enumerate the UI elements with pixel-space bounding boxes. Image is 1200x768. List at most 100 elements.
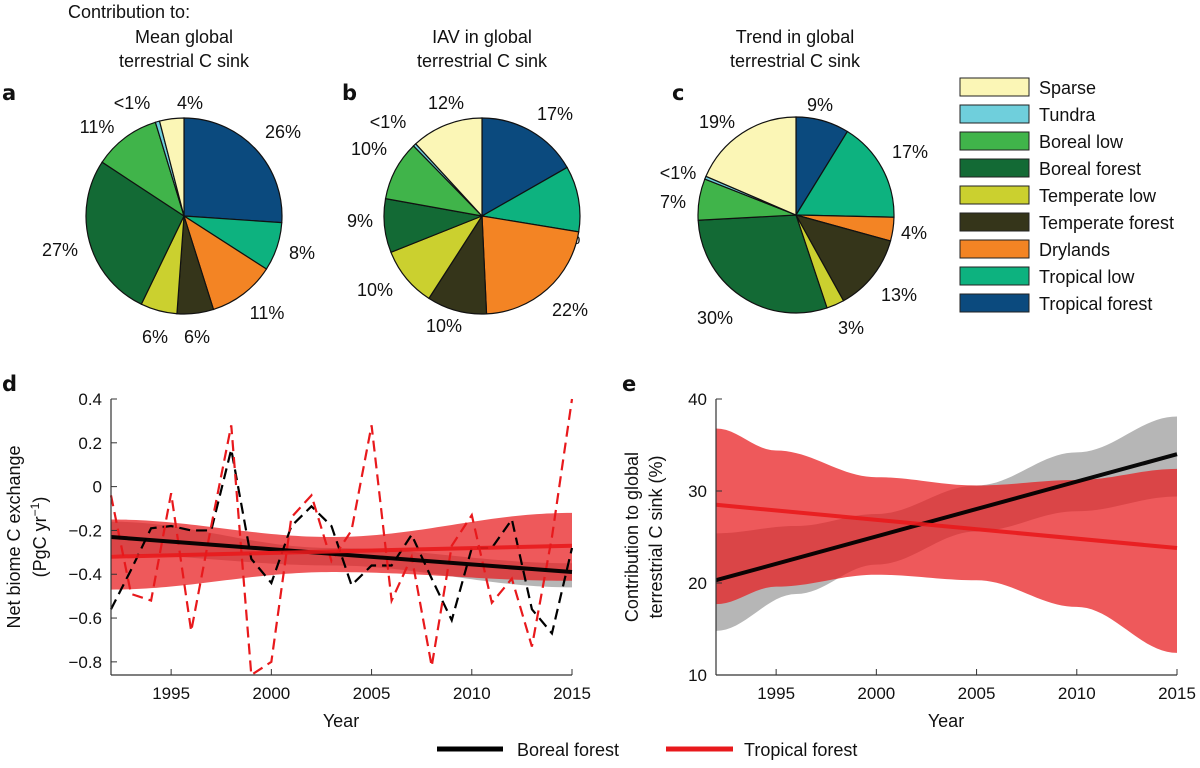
pie-c-label-tundra: <1% <box>660 163 697 183</box>
pie-b-slice-sparse <box>414 117 483 218</box>
pie-a-label-boreal-low: 11% <box>80 117 115 137</box>
plot-e-trend-boreal-forest <box>715 452 1178 583</box>
pie-a-label-boreal-forest: 27% <box>42 240 78 260</box>
pie-b-title-2: terrestrial C sink <box>417 51 548 71</box>
pie-c-title-2: terrestrial C sink <box>730 51 861 71</box>
pie-c-label-boreal-forest: 30% <box>697 308 733 328</box>
legend-label-sparse: Sparse <box>1039 78 1096 98</box>
pie-a-slice-boreal-forest <box>85 161 185 306</box>
pie-c-title-1: Trend in global <box>736 27 854 47</box>
legend-swatch-drylands <box>959 239 1030 259</box>
plot-d-ytick-label-0: 0.4 <box>78 390 102 409</box>
plot-d-ytick-label-4: −0.4 <box>68 565 102 584</box>
legend-swatch-tundra <box>959 104 1030 124</box>
panel-letter-c: c <box>672 81 684 105</box>
legend-label-boreal-low: Boreal low <box>1039 132 1124 152</box>
pie-b-slice-drylands <box>481 215 580 315</box>
legend-swatch-boreal-forest <box>959 158 1030 178</box>
contribution-to-heading: Contribution to: <box>68 2 190 22</box>
plot-d-trend-boreal-forest <box>110 535 573 575</box>
pie-b-label-drylands: 22% <box>552 300 588 320</box>
legend-swatch-temperate-forest <box>959 212 1030 232</box>
pie-c-label-temperate-low: 3% <box>838 318 864 338</box>
legend-label-boreal-forest: Boreal forest <box>1039 159 1141 179</box>
plot-d-ytick-label-6: −0.8 <box>68 653 102 672</box>
plot-d-series-boreal-forest <box>110 449 574 636</box>
legend-label-temperate-forest: Temperate forest <box>1039 213 1174 233</box>
pie-charts: 26%8%11%6%6%27%11%<1%4%17%11%22%10%10%9%… <box>42 93 928 347</box>
legend-label-tropical-forest: Tropical forest <box>744 740 857 760</box>
legend-swatch-tropical-forest <box>959 293 1030 313</box>
plot-e-trend-tropical-forest <box>715 502 1178 551</box>
pie-a-label-temperate-forest: 6% <box>184 327 210 347</box>
panel-letter-b: b <box>342 81 357 105</box>
pie-c-label-temperate-forest: 13% <box>881 285 917 305</box>
ylabel-close: ) <box>30 497 50 503</box>
legend-swatch-boreal-low <box>959 131 1030 151</box>
plot-d-ytick-label-2: 0 <box>93 478 102 497</box>
pie-c-label-boreal-low: 7% <box>660 192 686 212</box>
pie-b-label-tundra: <1% <box>370 112 407 132</box>
plot-e-ytick-label-1: 20 <box>688 574 707 593</box>
panel-letter-e: e <box>622 372 636 396</box>
legend-label-tropical-forest: Tropical forest <box>1039 294 1152 314</box>
pie-c-label-tropical-forest: 9% <box>807 95 833 115</box>
pie-a-title-1: Mean global <box>135 27 233 47</box>
legend-label-boreal-forest: Boreal forest <box>517 740 619 760</box>
pie-c-slice-boreal-forest <box>697 214 828 314</box>
plot-d: 1995 2000 2005 2010 2015 0.4 0.2 0 −0.2 −0.4 −0.6 −… <box>68 390 590 703</box>
plot-d-xtick-label-2015: 2015 <box>553 684 591 703</box>
legend-swatch-temperate-low <box>959 185 1030 205</box>
plot-d-ylabel-2: (PgC yr−1) <box>28 497 50 578</box>
plot-d-xtick-label-2005: 2005 <box>353 684 391 703</box>
pie-a-label-tundra: <1% <box>114 93 151 113</box>
plot-e-xtick-label-2000: 2000 <box>857 684 895 703</box>
pie-a-label-sparse: 4% <box>177 93 203 113</box>
pie-a-slice-drylands <box>182 214 268 311</box>
pie-c-slice-temperate-forest <box>794 214 892 302</box>
plot-e-xtick-label-2005: 2005 <box>958 684 996 703</box>
plot-d-ytick-label-3: −0.2 <box>68 521 102 540</box>
pie-a-slice-tropical-forest <box>183 117 283 224</box>
pie-c-label-drylands: 4% <box>901 223 927 243</box>
plot-d-ytick-label-5: −0.6 <box>68 609 102 628</box>
legend-label-tropical-low: Tropical low <box>1039 267 1135 287</box>
plot-d-trend-tropical-forest <box>110 543 573 559</box>
category-legend: Sparse Tundra Boreal low Boreal forest Tempe… <box>959 77 1174 314</box>
pie-b-slice-tropical-low <box>480 166 581 233</box>
pie-b-label-boreal-low: 10% <box>351 139 387 159</box>
pie-b-label-boreal-forest: 9% <box>347 211 373 231</box>
legend-swatch-sparse <box>959 77 1030 97</box>
plot-e-ytick-label-0: 10 <box>688 666 707 685</box>
pie-c-slice-sparse <box>705 116 797 216</box>
pie-b-label-temperate-forest: 10% <box>426 316 462 336</box>
plot-d-xtick-label-1995: 1995 <box>152 684 190 703</box>
plot-e-xtick-label-1995: 1995 <box>757 684 795 703</box>
plot-e-xtick-label-2010: 2010 <box>1058 684 1096 703</box>
panel-letter-d: d <box>2 372 17 396</box>
plot-e-ylabel-1: Contribution to global <box>622 452 642 622</box>
legend-swatch-tropical-low <box>959 266 1030 286</box>
plot-e-xtick-label-2015: 2015 <box>1158 684 1196 703</box>
legend-label-tundra: Tundra <box>1039 105 1096 125</box>
plot-d-xtick-label-2000: 2000 <box>252 684 290 703</box>
plot-e-xlabel: Year <box>928 711 964 731</box>
pie-b-label-sparse: 12% <box>428 93 464 113</box>
pie-c-slice-tropical-low <box>794 130 895 218</box>
pie-b-label-temperate-low: 10% <box>357 280 393 300</box>
ylabel-unit: (PgC yr <box>30 516 50 577</box>
plot-e: 1995 2000 2005 2010 2015 10 20 30 40 <box>688 390 1196 703</box>
pie-c-label-sparse: 19% <box>699 112 735 132</box>
plot-e-ytick-label-3: 40 <box>688 390 707 409</box>
pie-a-label-tropical-low: 8% <box>289 243 315 263</box>
pie-a-label-drylands: 11% <box>250 303 285 323</box>
plot-d-xtick-label-2010: 2010 <box>453 684 491 703</box>
plot-d-series-tropical-forest <box>109 398 574 677</box>
pie-a-label-temperate-low: 6% <box>142 327 168 347</box>
pie-b-label-tropical-forest: 17% <box>537 104 573 124</box>
plot-d-ylabel-1: Net biome C exchange <box>4 445 24 628</box>
pie-a-title-2: terrestrial C sink <box>119 51 250 71</box>
pie-a-slice-boreal-low <box>101 121 186 218</box>
plot-d-ytick-label-1: 0.2 <box>78 434 102 453</box>
